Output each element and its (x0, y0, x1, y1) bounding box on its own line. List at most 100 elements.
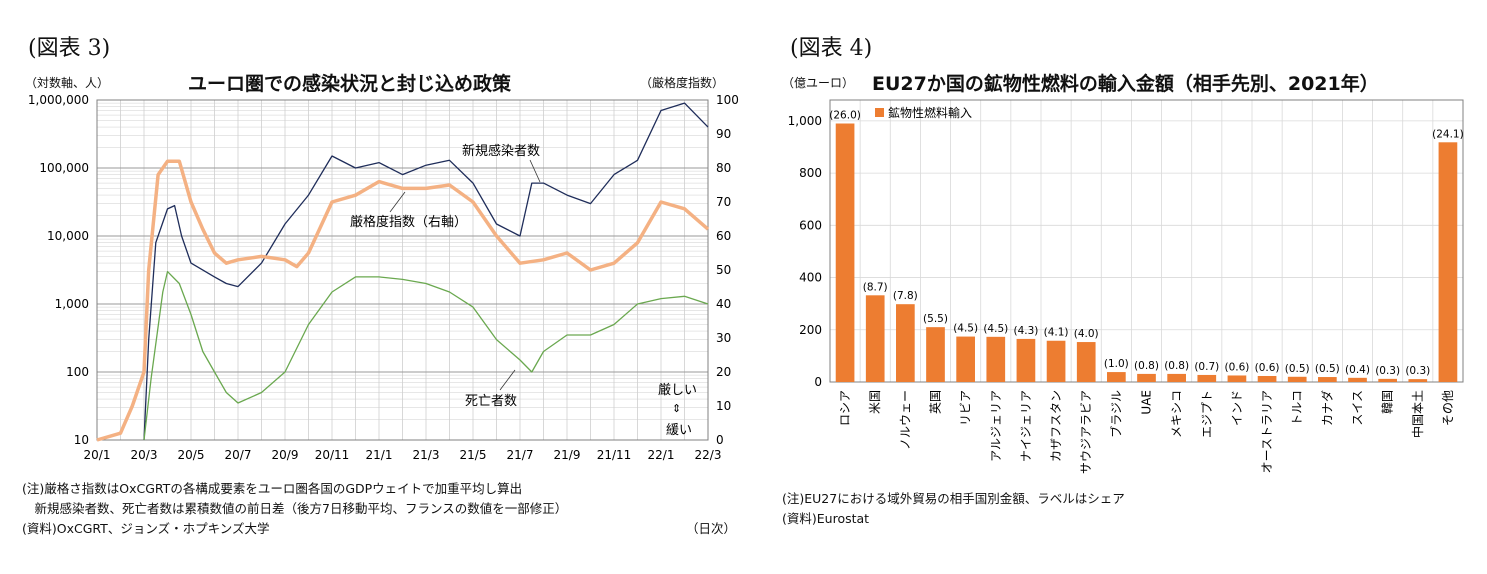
x-tick-label: 20/11 (315, 448, 350, 462)
left-note-2: 新規感染者数、死亡者数は累積数値の前日差（後方7日移動平均、フランスの数値を一部… (22, 501, 568, 516)
bar-17 (1348, 377, 1367, 382)
x-category-label: 中国本土 (1410, 390, 1425, 438)
left-tick-label: 100,000 (39, 161, 89, 175)
bar-data-label: (0.5) (1315, 363, 1340, 375)
bar-10 (1137, 373, 1156, 382)
legend-swatch (875, 108, 884, 117)
chart-left-title: ユーロ圏での感染状況と封じ込め政策 (188, 73, 512, 95)
bar-8 (1076, 342, 1096, 382)
bar-16 (1318, 377, 1337, 382)
bar-data-label: (7.8) (893, 290, 918, 302)
bar-data-label: (0.3) (1375, 365, 1400, 377)
x-category-label: エジプト (1200, 390, 1214, 438)
bar-7 (1046, 340, 1066, 382)
annotation-stringency: 厳格度指数（右軸） (350, 214, 467, 230)
x-category-label: 韓国 (1381, 390, 1395, 414)
right-tick-label: 70 (716, 195, 731, 209)
bar-18 (1378, 378, 1397, 382)
x-category-label: カザフスタン (1049, 390, 1063, 462)
figure-4-label: (図表 4) (790, 36, 873, 61)
left-source: (資料)OxCGRT、ジョンズ・ホプキンズ大学 (22, 521, 270, 536)
left-tick-label: 1,000,000 (28, 93, 89, 107)
bar-data-label: (5.5) (923, 313, 948, 325)
right-tick-label: 20 (716, 365, 731, 379)
annotation-arrow: ⇕ (672, 402, 681, 415)
x-category-label: トルコ (1290, 390, 1304, 426)
chart-right-title: EU27か国の鉱物性燃料の輸入金額（相手先別、2021年） (872, 73, 1379, 95)
x-category-label: スイス (1351, 390, 1365, 426)
x-tick-label: 21/3 (413, 448, 440, 462)
bar-12 (1197, 374, 1217, 382)
x-category-label: 英国 (929, 390, 943, 414)
y-tick-label: 400 (799, 271, 822, 285)
x-tick-label: 21/5 (460, 448, 487, 462)
bar-data-label: (4.5) (983, 323, 1008, 335)
bar-data-label: (0.5) (1285, 363, 1310, 375)
bar-11 (1167, 373, 1186, 382)
y-tick-label: 1,000 (788, 114, 822, 128)
bar-data-label: (0.7) (1194, 361, 1219, 373)
bar-data-label: (0.8) (1164, 360, 1189, 372)
left-tick-label: 100 (66, 365, 89, 379)
figure-3-label: (図表 3) (28, 36, 111, 61)
bar-3 (926, 327, 945, 382)
x-category-label: ロシア (838, 390, 852, 426)
annotation-leader (389, 191, 406, 213)
bar-data-label: (0.8) (1134, 360, 1159, 372)
annotation-leader (499, 369, 516, 391)
x-category-label: UAE (1140, 390, 1154, 415)
right-source: (資料)Eurostat (782, 511, 870, 526)
bar-data-label: (0.3) (1405, 365, 1430, 377)
y-tick-label: 600 (799, 218, 822, 232)
bar-data-label: (0.6) (1224, 361, 1249, 373)
bar-19 (1408, 379, 1428, 382)
bar-data-label: (4.1) (1044, 327, 1069, 339)
left-axis-unit: （対数軸、人） (25, 76, 110, 90)
x-category-label: ブラジル (1108, 390, 1123, 438)
x-category-label: サウジアラビア (1079, 390, 1093, 474)
bar-data-label: (0.4) (1345, 364, 1370, 376)
plot-frame (96, 99, 709, 441)
x-tick-label: 21/11 (597, 448, 632, 462)
right-bar-chart: 0 200 400 600 800 1,000 (26.0) ロシア (8.7) 米国 (7.8) ノ… (788, 99, 1464, 474)
bar-15 (1287, 376, 1307, 382)
x-tick-label: 20/5 (178, 448, 205, 462)
y-tick-label: 200 (799, 323, 822, 337)
x-category-label: リビア (959, 390, 973, 426)
x-tick-label: 20/3 (131, 448, 158, 462)
bar-5 (986, 336, 1006, 382)
right-axis-unit: （厳格度指数） (640, 76, 725, 90)
bar-2 (896, 304, 915, 382)
bar-9 (1107, 372, 1126, 382)
x-category-label: アルジェリア (989, 390, 1003, 462)
plot-frame (829, 99, 1464, 383)
bar-data-label: (4.5) (953, 323, 978, 335)
bar-data-label: (4.0) (1074, 328, 1099, 340)
right-tick-label: 60 (716, 229, 731, 243)
x-tick-label: 22/3 (695, 448, 722, 462)
x-tick-label: 21/1 (366, 448, 393, 462)
bar-20 (1438, 142, 1458, 382)
right-tick-label: 0 (716, 433, 724, 447)
x-tick-label: 20/7 (225, 448, 252, 462)
annotation-leader (529, 159, 541, 183)
right-tick-label: 40 (716, 297, 731, 311)
annotation-deaths: 死亡者数 (465, 394, 517, 409)
x-tick-label: 20/9 (272, 448, 299, 462)
x-category-label: オーストラリア (1260, 390, 1274, 473)
x-category-label: インド (1230, 390, 1244, 426)
right-tick-label: 10 (716, 399, 731, 413)
bar-data-label: (8.7) (863, 281, 888, 293)
x-category-label: ナイジェリア (1019, 390, 1033, 462)
series-line-deaths (143, 270, 709, 441)
series-line-stringency (96, 159, 710, 442)
y-tick-label: 0 (814, 375, 822, 389)
x-category-label: メキシコ (1170, 390, 1184, 438)
right-note: (注)EU27における域外貿易の相手国別金額、ラベルはシェア (782, 491, 1125, 506)
bar-data-label: (0.6) (1255, 362, 1280, 374)
bar-6 (1016, 338, 1036, 382)
left-line-chart: 10 100 1,000 10,000 100,000 1,000,000 0 10 20 30 4… (28, 93, 739, 462)
bar-0 (835, 123, 855, 382)
bar-data-label: (4.3) (1013, 325, 1038, 337)
right-tick-label: 80 (716, 161, 731, 175)
